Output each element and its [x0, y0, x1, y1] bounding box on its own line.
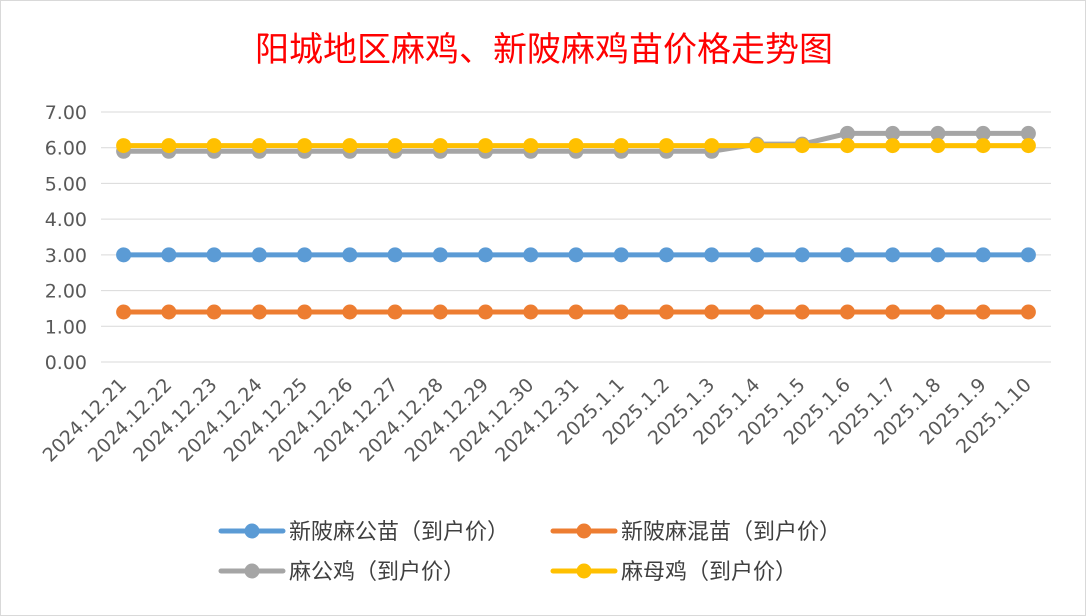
- legend-label: 麻公鸡（到户价）: [289, 560, 465, 585]
- data-point: [251, 247, 267, 263]
- legend-swatch-marker: [244, 523, 260, 539]
- data-point: [161, 138, 177, 154]
- legend-item: 新陂麻公苗（到户价）: [218, 520, 509, 545]
- data-point: [568, 304, 584, 320]
- y-tick-label: 2.00: [45, 281, 87, 303]
- data-point: [885, 138, 901, 154]
- data-point: [658, 304, 674, 320]
- data-point: [523, 247, 539, 263]
- data-point: [704, 304, 720, 320]
- data-point: [206, 138, 222, 154]
- data-point: [794, 138, 810, 154]
- data-point: [749, 304, 765, 320]
- legend-swatch-marker: [244, 563, 260, 579]
- data-point: [930, 304, 946, 320]
- data-point: [523, 304, 539, 320]
- data-point: [568, 138, 584, 154]
- y-tick-label: 1.00: [45, 316, 87, 338]
- data-point: [794, 304, 810, 320]
- data-point: [749, 138, 765, 154]
- data-point: [387, 304, 403, 320]
- y-tick-label: 6.00: [45, 138, 87, 160]
- data-point: [704, 138, 720, 154]
- data-point: [613, 138, 629, 154]
- data-point: [930, 247, 946, 263]
- data-point: [161, 247, 177, 263]
- data-point: [975, 138, 991, 154]
- data-point: [1020, 138, 1036, 154]
- y-tick-label: 4.00: [45, 209, 87, 231]
- legend-item: 新陂麻混苗（到户价）: [550, 520, 841, 545]
- legend-label: 新陂麻公苗（到户价）: [289, 520, 509, 545]
- data-point: [387, 247, 403, 263]
- data-point: [885, 125, 901, 141]
- data-point: [342, 247, 358, 263]
- data-point: [658, 247, 674, 263]
- legend: 新陂麻公苗（到户价） 新陂麻混苗（到户价） 麻公鸡（到户价） 麻母鸡（到户价）: [218, 520, 841, 585]
- legend-label: 新陂麻混苗（到户价）: [621, 520, 841, 545]
- data-point: [478, 247, 494, 263]
- data-point: [568, 247, 584, 263]
- x-axis-ticks: 2024.12.212024.12.222024.12.232024.12.24…: [39, 374, 1036, 466]
- legend-item: 麻公鸡（到户价）: [218, 560, 465, 585]
- series-group: [116, 304, 1036, 320]
- data-point: [839, 247, 855, 263]
- legend-swatch-marker: [576, 563, 592, 579]
- data-point: [116, 138, 132, 154]
- data-point: [704, 247, 720, 263]
- data-point: [206, 247, 222, 263]
- data-point: [794, 247, 810, 263]
- data-point: [297, 247, 313, 263]
- series-lines: [116, 125, 1036, 320]
- data-point: [839, 138, 855, 154]
- data-point: [839, 304, 855, 320]
- data-point: [1020, 304, 1036, 320]
- y-axis-ticks: 0.00 1.00 2.00 3.00 4.00 5.00 6.00 7.00: [45, 102, 87, 374]
- data-point: [116, 304, 132, 320]
- data-point: [930, 138, 946, 154]
- data-point: [432, 138, 448, 154]
- data-point: [251, 304, 267, 320]
- data-point: [613, 304, 629, 320]
- data-point: [161, 304, 177, 320]
- data-point: [206, 304, 222, 320]
- legend-item: 麻母鸡（到户价）: [550, 560, 797, 585]
- data-point: [297, 138, 313, 154]
- data-point: [523, 138, 539, 154]
- series-group: [116, 247, 1036, 263]
- data-point: [930, 125, 946, 141]
- data-point: [478, 138, 494, 154]
- data-point: [297, 304, 313, 320]
- data-point: [251, 138, 267, 154]
- data-point: [975, 247, 991, 263]
- y-tick-label: 5.00: [45, 173, 87, 195]
- data-point: [116, 247, 132, 263]
- series-group: [116, 138, 1036, 154]
- data-point: [613, 247, 629, 263]
- data-point: [749, 247, 765, 263]
- data-point: [885, 304, 901, 320]
- chart-title: 阳城地区麻鸡、新陂麻鸡苗价格走势图: [255, 30, 833, 70]
- data-point: [885, 247, 901, 263]
- data-point: [478, 304, 494, 320]
- data-point: [658, 138, 674, 154]
- y-tick-label: 0.00: [45, 352, 87, 374]
- data-point: [839, 125, 855, 141]
- data-point: [1020, 247, 1036, 263]
- data-point: [342, 304, 358, 320]
- data-point: [975, 304, 991, 320]
- data-point: [1020, 125, 1036, 141]
- data-point: [342, 138, 358, 154]
- data-point: [387, 138, 403, 154]
- legend-swatch-marker: [576, 523, 592, 539]
- data-point: [432, 304, 448, 320]
- legend-label: 麻母鸡（到户价）: [621, 560, 797, 585]
- y-tick-label: 7.00: [45, 102, 87, 124]
- y-tick-label: 3.00: [45, 245, 87, 267]
- data-point: [432, 247, 448, 263]
- data-point: [975, 125, 991, 141]
